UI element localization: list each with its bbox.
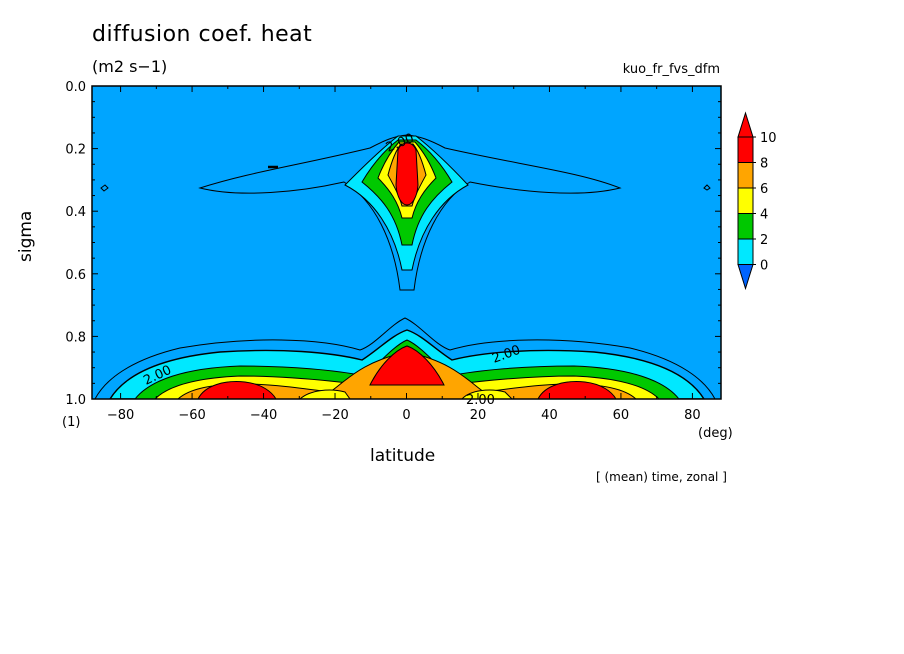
x-axis: −80 −60 −40 −20 0 20 40 60 80 (107, 86, 701, 423)
colorbar-extend-high (737, 111, 754, 138)
x-axis-label: latitude (370, 446, 436, 466)
y-tick-label: 0.6 (65, 268, 86, 283)
colorbar-extend-low (737, 264, 754, 291)
run-name-label: kuo_fr_fvs_dfm (622, 62, 720, 77)
colorbar-box (737, 187, 754, 214)
contour-lower-level-10-north (537, 381, 617, 399)
x-tick-label: 20 (470, 408, 487, 423)
y-tick-label: 0.8 (65, 330, 86, 345)
y-axis: 0.0 0.2 0.4 0.6 0.8 1.0 (65, 80, 721, 408)
y-tick-label: 0.4 (65, 205, 86, 220)
units-label: (m2 s−1) (92, 57, 168, 76)
contour-isolated-south (100, 184, 109, 192)
colorbar-label: 10 (760, 131, 777, 146)
contour-fills (94, 134, 716, 399)
x-tick-label: 0 (402, 408, 410, 423)
colorbar-label: 6 (760, 182, 768, 197)
x-unit-label: (deg) (698, 426, 733, 441)
x-tick-label: −40 (250, 408, 277, 423)
footnote: [ (mean) time, zonal ] (596, 470, 727, 484)
x-tick-label: −80 (107, 408, 134, 423)
contour-upper-level-10 (395, 142, 419, 206)
y-unit-label: (1) (62, 415, 81, 430)
colorbar: 0 2 4 6 8 10 (737, 111, 777, 291)
colorbar-label: 2 (760, 233, 768, 248)
contour-lower-level-6-mid (299, 389, 351, 399)
colorbar-box (737, 213, 754, 240)
contour-isolated-north (703, 184, 711, 191)
colorbar-label: 0 (760, 259, 768, 274)
x-tick-label: 60 (613, 408, 630, 423)
colorbar-label: 4 (760, 208, 768, 223)
y-axis-label: sigma (16, 210, 36, 262)
x-tick-label: −60 (178, 408, 205, 423)
x-tick-label: 80 (684, 408, 701, 423)
contour-lower-level-10-equator (369, 345, 445, 386)
colorbar-box (737, 136, 754, 163)
x-tick-label: 40 (541, 408, 558, 423)
colorbar-label: 8 (760, 157, 768, 172)
contour-label: 2.00 (466, 393, 495, 408)
y-tick-label: 1.0 (65, 393, 86, 408)
y-tick-label: 0.2 (65, 143, 86, 158)
contour-lower-level-10-south (197, 381, 277, 399)
y-tick-label: 0.0 (65, 80, 86, 95)
colorbar-box (737, 162, 754, 189)
colorbar-box (737, 238, 754, 265)
chart-title: diffusion coef. heat (92, 22, 313, 47)
contour-lower-level-6-mid-north (461, 389, 513, 399)
x-tick-label: −20 (321, 408, 348, 423)
